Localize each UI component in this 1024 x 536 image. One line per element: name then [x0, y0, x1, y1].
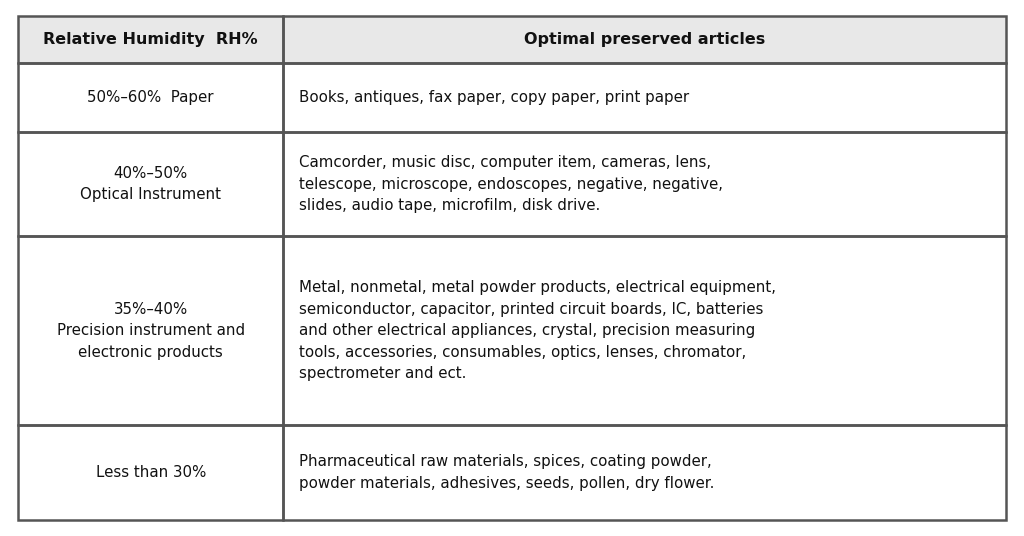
Bar — [283, 132, 1006, 236]
Bar — [283, 425, 1006, 520]
Bar — [283, 16, 1006, 63]
Text: Relative Humidity  RH%: Relative Humidity RH% — [43, 32, 258, 47]
Text: Books, antiques, fax paper, copy paper, print paper: Books, antiques, fax paper, copy paper, … — [299, 90, 689, 105]
Text: Metal, nonmetal, metal powder products, electrical equipment,
semiconductor, cap: Metal, nonmetal, metal powder products, … — [299, 280, 776, 382]
Text: 35%–40%
Precision instrument and
electronic products: 35%–40% Precision instrument and electro… — [56, 302, 245, 360]
Bar — [283, 63, 1006, 132]
Bar — [18, 132, 283, 236]
Text: Optimal preserved articles: Optimal preserved articles — [523, 32, 765, 47]
Bar — [283, 236, 1006, 425]
Text: Camcorder, music disc, computer item, cameras, lens,
telescope, microscope, endo: Camcorder, music disc, computer item, ca… — [299, 155, 723, 213]
Bar — [18, 63, 283, 132]
Bar — [283, 16, 1006, 63]
Bar — [18, 236, 283, 425]
Bar — [18, 132, 283, 236]
Text: 40%–50%
Optical Instrument: 40%–50% Optical Instrument — [80, 166, 221, 202]
Bar — [18, 16, 283, 63]
Bar — [283, 132, 1006, 236]
Text: Pharmaceutical raw materials, spices, coating powder,
powder materials, adhesive: Pharmaceutical raw materials, spices, co… — [299, 455, 715, 491]
Bar — [283, 425, 1006, 520]
Text: Less than 30%: Less than 30% — [95, 465, 206, 480]
Bar — [283, 63, 1006, 132]
Text: 50%–60%  Paper: 50%–60% Paper — [87, 90, 214, 105]
Bar — [18, 236, 283, 425]
Bar — [18, 425, 283, 520]
Bar — [18, 425, 283, 520]
Bar — [283, 236, 1006, 425]
Bar — [18, 16, 283, 63]
Bar — [18, 63, 283, 132]
